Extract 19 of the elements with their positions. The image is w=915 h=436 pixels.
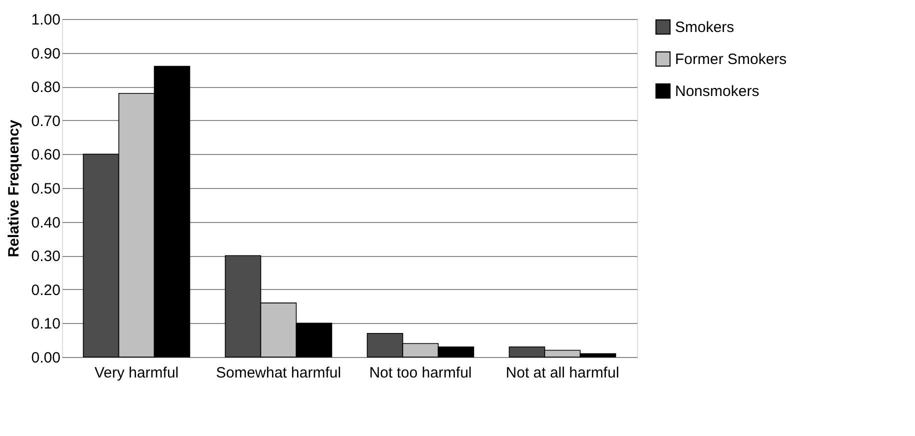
y-tick-label: 0.10 (31, 316, 60, 333)
y-tick-label: 0.80 (31, 79, 60, 96)
legend-label: Former Smokers (675, 51, 787, 68)
y-tick-label: 0.00 (31, 350, 60, 366)
y-tick-label: 0.30 (31, 248, 60, 266)
y-tick-label: 0.60 (31, 146, 60, 164)
x-tick-label: Not at all harmful (506, 364, 620, 382)
y-tick-label: 0.40 (31, 214, 60, 232)
y-tick-label: 0.50 (31, 180, 60, 198)
legend-label: Smokers (675, 19, 734, 36)
x-tick-label: Somewhat harmful (216, 364, 342, 382)
legend-label: Nonsmokers (675, 83, 760, 100)
x-tick-label: Not too harmful (369, 364, 472, 382)
y-tick-label: 0.20 (31, 282, 60, 299)
y-tick-label: 0.70 (31, 112, 60, 130)
y-axis-title: Relative Frequency (5, 119, 22, 258)
y-tick-label: 1.00 (31, 12, 60, 28)
x-tick-label: Very harmful (94, 364, 179, 382)
y-tick-label: 0.90 (31, 45, 60, 62)
